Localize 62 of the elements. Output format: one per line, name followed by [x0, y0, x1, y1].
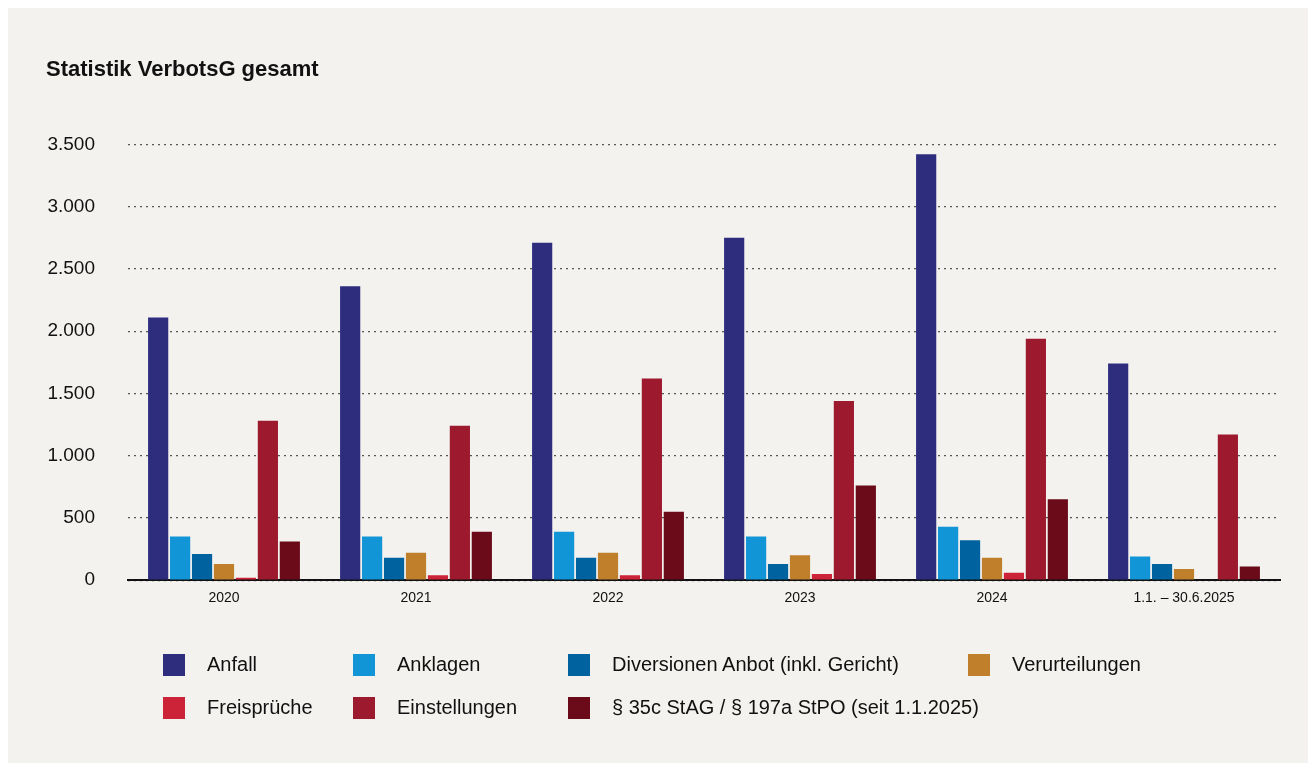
bar: [833, 400, 854, 580]
legend-label: Diversionen Anbot (inkl. Gericht): [612, 653, 899, 676]
x-tick-label: 2020: [208, 589, 240, 606]
y-tick-label: 1.000: [47, 443, 95, 465]
bar: [811, 573, 833, 580]
bar: [340, 286, 361, 580]
bar: [959, 540, 981, 580]
x-tick-label: 2022: [592, 589, 624, 606]
y-tick-label: 0: [84, 568, 95, 590]
bar: [383, 557, 405, 580]
bar: [789, 555, 811, 580]
bar: [449, 425, 470, 580]
bar: [855, 485, 876, 580]
bar: [1047, 499, 1068, 580]
bar: [257, 420, 278, 580]
bar: [1151, 564, 1173, 580]
bar: [191, 554, 213, 580]
y-tick-label: 1.500: [47, 381, 95, 403]
legend-label: Anklagen: [397, 653, 481, 676]
bar: [1003, 572, 1025, 580]
y-tick-label: 3.000: [47, 194, 95, 216]
bar: [767, 564, 789, 580]
bar: [575, 557, 597, 580]
bar: [981, 557, 1003, 580]
y-tick-label: 3.500: [47, 132, 95, 154]
legend-label: Einstellungen: [397, 696, 518, 719]
x-tick-label: 2021: [400, 589, 432, 606]
bar: [1025, 338, 1046, 580]
bar: [641, 378, 662, 580]
x-tick-label: 2023: [784, 589, 816, 606]
bar: [619, 575, 641, 580]
bar: [148, 317, 169, 580]
x-tick-label: 2024: [976, 589, 1008, 606]
bar: [554, 531, 575, 580]
legend-label: Freisprüche: [207, 696, 313, 719]
bar: [532, 242, 553, 580]
bar: [663, 511, 684, 580]
y-tick-label: 2.000: [47, 319, 95, 341]
bar: [279, 541, 300, 580]
bar: [746, 536, 767, 580]
chart-title: Statistik VerbotsG gesamt: [46, 56, 319, 82]
bar: [597, 552, 619, 580]
bar: [1173, 568, 1195, 580]
bar: [1108, 363, 1129, 580]
y-tick-label: 500: [63, 506, 95, 528]
bar: [1239, 566, 1260, 580]
bar: [471, 531, 492, 580]
y-tick-label: 2.500: [47, 257, 95, 279]
bar: [916, 154, 937, 580]
bar: [405, 552, 427, 580]
bar: [362, 536, 383, 580]
bar: [938, 526, 959, 580]
legend-label: Verurteilungen: [1012, 653, 1141, 676]
bar: [427, 575, 449, 580]
bar: [724, 237, 745, 580]
bar: [1130, 556, 1151, 580]
legend-label: Anfall: [207, 653, 258, 676]
bar: [170, 536, 191, 580]
x-tick-label: 1.1. – 30.6.2025: [1133, 589, 1235, 606]
bar: [1217, 434, 1238, 580]
bar: [213, 564, 235, 580]
legend-label: § 35c StAG / § 197a StPO (seit 1.1.2025): [612, 696, 979, 719]
